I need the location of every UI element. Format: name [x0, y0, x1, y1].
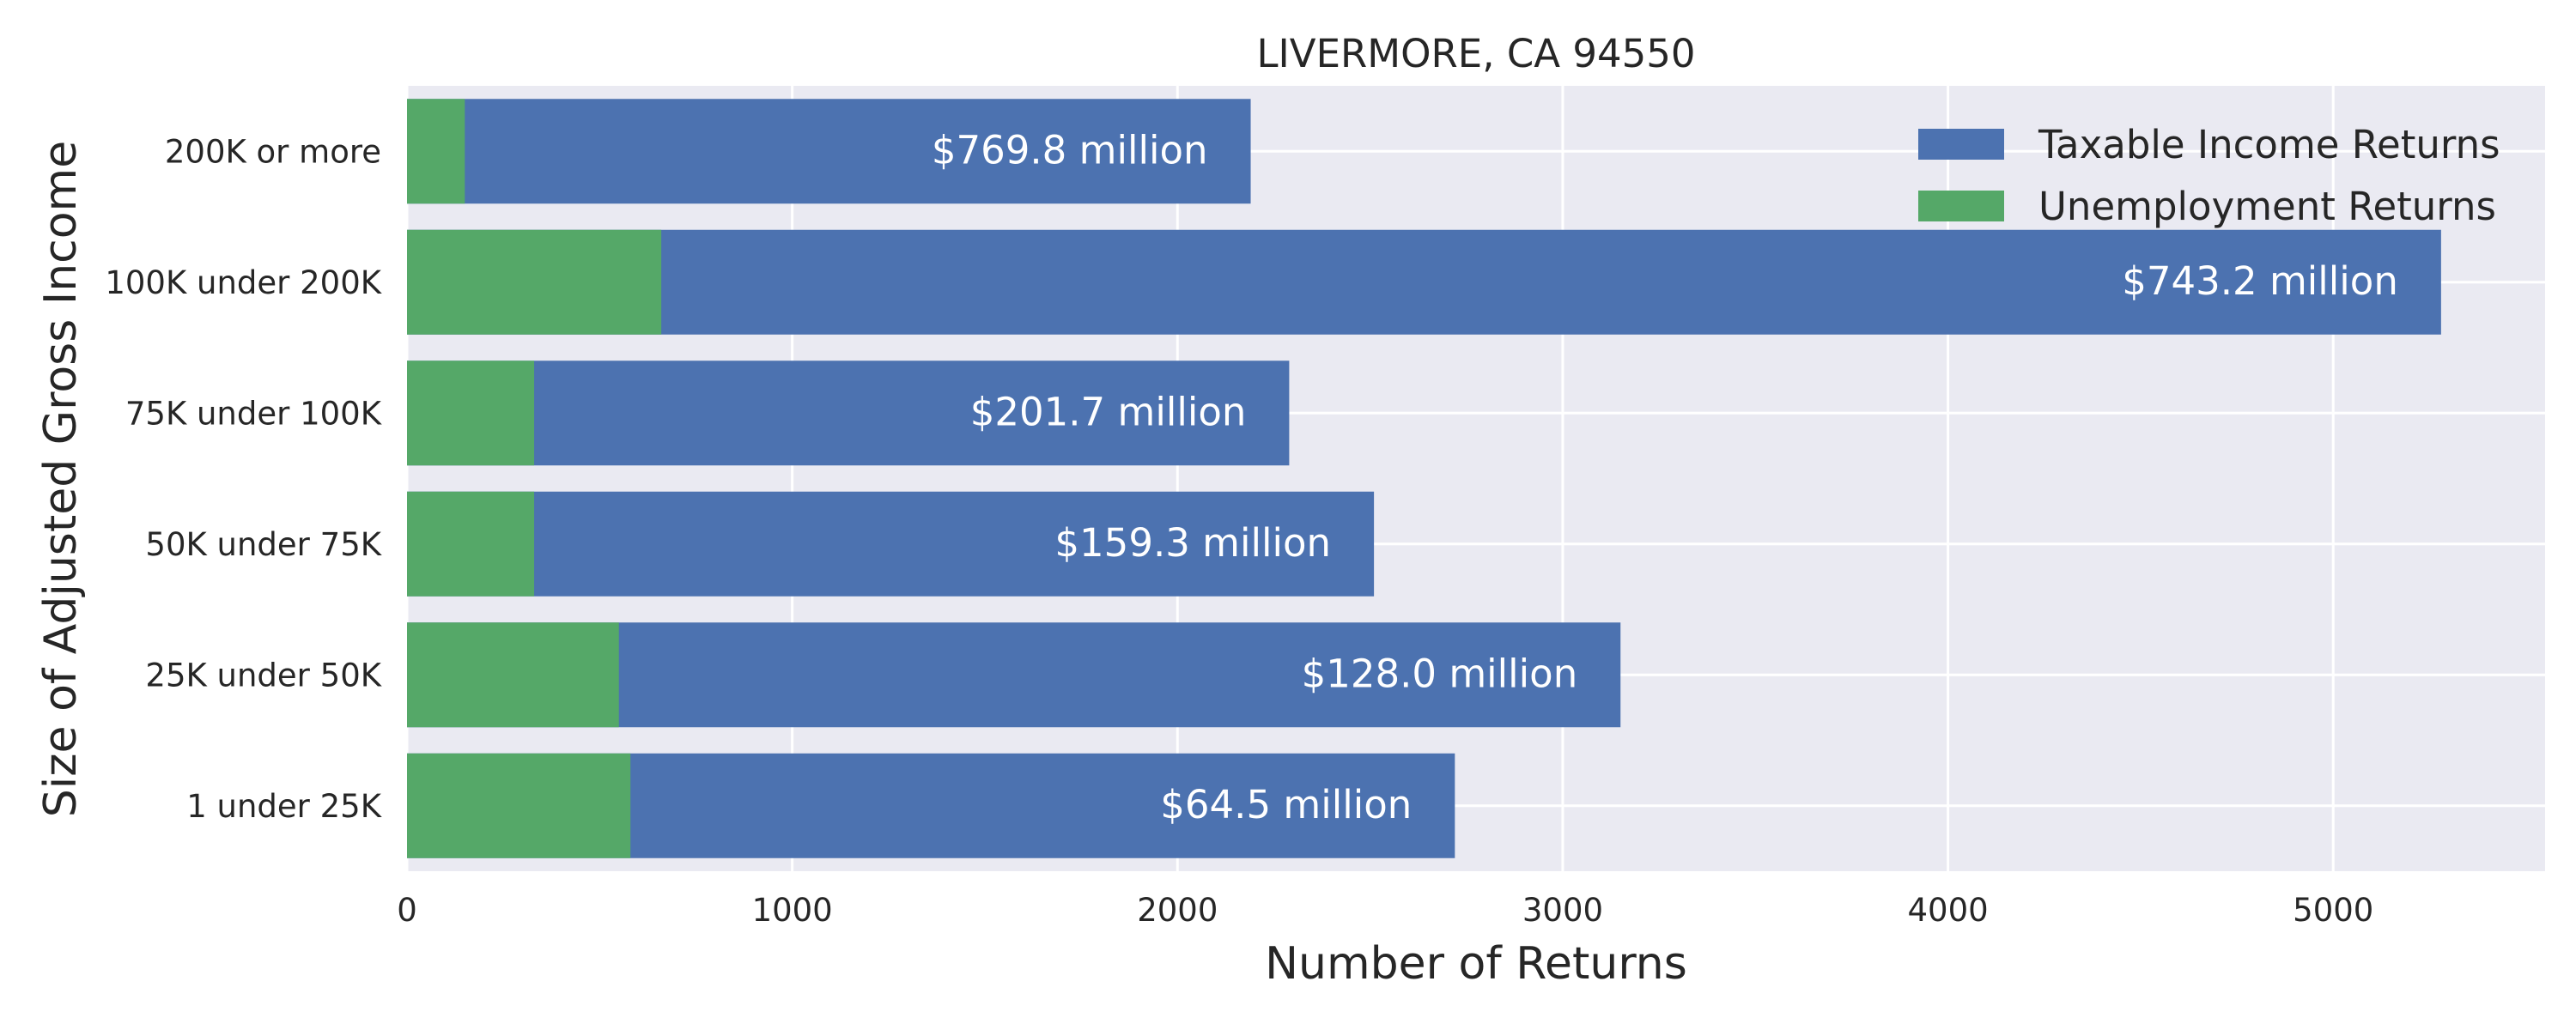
y-tick-label-200k-or-more: 200K or more	[165, 133, 381, 170]
chart-title: LIVERMORE, CA 94550	[1256, 31, 1695, 76]
bar-taxable-income-returns-75k-under-100k	[407, 360, 1290, 466]
bar-unemployment-returns-1-under-25k	[407, 753, 631, 858]
x-tick-label-0: 0	[397, 892, 417, 929]
bar-taxable-income-returns-200k-or-more	[407, 99, 1251, 204]
bar-taxable-income-returns-50k-under-75k	[407, 491, 1375, 597]
y-tick-label-100k-under-200k: 100K under 200K	[105, 264, 382, 301]
legend: Taxable Income Returns Unemployment Retu…	[1918, 122, 2500, 229]
bar-label-1-under-25k: $64.5 million	[1160, 782, 1412, 827]
legend-swatch-taxable-income-returns	[1918, 129, 2004, 160]
y-tick-labels: 1 under 25K 25K under 50K 50K under 75K 75K…	[105, 133, 382, 825]
plot-area	[407, 86, 2545, 871]
bar-label-50k-under-75k: $159.3 million	[1054, 520, 1331, 566]
x-tick-labels: 0 1000 2000 3000 4000 5000	[397, 892, 2373, 929]
bar-unemployment-returns-25k-under-50k	[407, 622, 619, 728]
legend-swatch-unemployment-returns	[1918, 191, 2004, 221]
y-tick-label-75k-under-100k: 75K under 100K	[125, 395, 383, 432]
bar-label-200k-or-more: $769.8 million	[932, 127, 1208, 173]
x-tick-label-5000: 5000	[2293, 892, 2373, 929]
x-tick-label-2000: 2000	[1137, 892, 1218, 929]
bar-label-100k-under-200k: $743.2 million	[2122, 258, 2398, 304]
x-tick-label-3000: 3000	[1522, 892, 1603, 929]
bar-unemployment-returns-75k-under-100k	[407, 360, 535, 466]
legend-label-unemployment-returns: Unemployment Returns	[2038, 184, 2496, 229]
y-tick-label-1-under-25k: 1 under 25K	[186, 788, 383, 825]
bar-taxable-income-returns-100k-under-200k	[407, 229, 2441, 335]
bar-label-25k-under-50k: $128.0 million	[1302, 651, 1578, 696]
bar-unemployment-returns-200k-or-more	[407, 99, 465, 204]
y-tick-label-25k-under-50k: 25K under 50K	[145, 657, 382, 694]
x-axis-label: Number of Returns	[1265, 938, 1687, 990]
x-tick-label-1000: 1000	[752, 892, 833, 929]
bar-unemployment-returns-50k-under-75k	[407, 491, 535, 597]
bar-label-75k-under-100k: $201.7 million	[970, 389, 1247, 434]
bar-unemployment-returns-100k-under-200k	[407, 229, 662, 335]
bars	[407, 99, 2441, 858]
bar-labels: $64.5 million $128.0 million $159.3 millio…	[932, 127, 2398, 827]
y-tick-label-50k-under-75k: 50K under 75K	[145, 526, 382, 563]
legend-label-taxable-income-returns: Taxable Income Returns	[2038, 122, 2500, 167]
x-tick-label-4000: 4000	[1908, 892, 1989, 929]
y-axis-label: Size of Adjusted Gross Income	[35, 141, 87, 817]
